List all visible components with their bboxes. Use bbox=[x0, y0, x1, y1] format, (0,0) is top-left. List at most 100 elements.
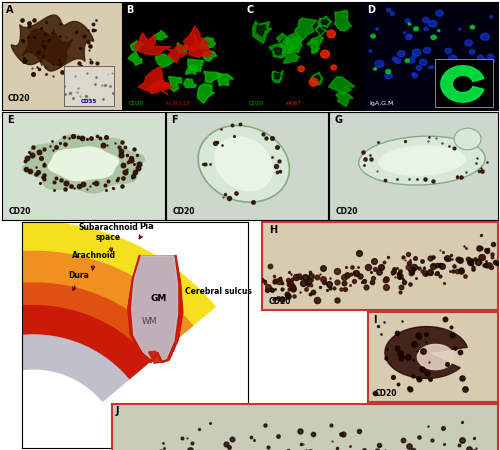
Polygon shape bbox=[295, 18, 316, 41]
Circle shape bbox=[424, 48, 430, 54]
Circle shape bbox=[418, 344, 454, 369]
Text: CD20: CD20 bbox=[374, 389, 397, 398]
Circle shape bbox=[375, 60, 384, 68]
Polygon shape bbox=[48, 147, 118, 180]
Polygon shape bbox=[149, 79, 172, 94]
Circle shape bbox=[414, 27, 418, 31]
Text: IgA,G,M: IgA,G,M bbox=[370, 101, 394, 106]
Text: A: A bbox=[6, 5, 13, 15]
Ellipse shape bbox=[358, 136, 485, 185]
Circle shape bbox=[478, 55, 484, 60]
Circle shape bbox=[408, 34, 412, 37]
Ellipse shape bbox=[198, 126, 290, 202]
Circle shape bbox=[447, 61, 448, 62]
Circle shape bbox=[416, 66, 422, 70]
Circle shape bbox=[430, 66, 434, 68]
Polygon shape bbox=[334, 10, 351, 31]
Text: Arachnoid: Arachnoid bbox=[72, 251, 117, 270]
Polygon shape bbox=[272, 71, 283, 83]
Circle shape bbox=[408, 23, 411, 25]
Text: Pia: Pia bbox=[139, 222, 154, 238]
Polygon shape bbox=[385, 327, 468, 378]
Circle shape bbox=[394, 58, 401, 63]
Polygon shape bbox=[138, 66, 170, 94]
Polygon shape bbox=[134, 33, 172, 55]
Text: E: E bbox=[7, 115, 14, 125]
Text: I: I bbox=[373, 315, 376, 325]
Circle shape bbox=[480, 33, 490, 40]
Circle shape bbox=[440, 65, 446, 71]
Text: CD20: CD20 bbox=[269, 297, 291, 306]
Polygon shape bbox=[286, 36, 301, 48]
Circle shape bbox=[420, 59, 427, 66]
Circle shape bbox=[482, 73, 488, 78]
Circle shape bbox=[412, 49, 421, 56]
Polygon shape bbox=[307, 40, 318, 53]
Polygon shape bbox=[22, 135, 144, 193]
Polygon shape bbox=[336, 92, 353, 107]
Polygon shape bbox=[186, 64, 197, 75]
Circle shape bbox=[488, 54, 494, 59]
Text: Dura: Dura bbox=[68, 271, 89, 290]
Circle shape bbox=[385, 73, 392, 79]
Circle shape bbox=[431, 35, 436, 40]
Text: D: D bbox=[367, 5, 375, 15]
Text: CD35: CD35 bbox=[81, 99, 97, 104]
Circle shape bbox=[376, 28, 379, 30]
Polygon shape bbox=[282, 49, 300, 63]
Text: Subarachnoid
space: Subarachnoid space bbox=[78, 223, 138, 252]
Circle shape bbox=[403, 32, 406, 34]
Polygon shape bbox=[168, 76, 182, 92]
Ellipse shape bbox=[454, 128, 481, 150]
Polygon shape bbox=[12, 15, 94, 71]
Text: G: G bbox=[334, 115, 342, 125]
Circle shape bbox=[405, 59, 409, 62]
Circle shape bbox=[452, 63, 456, 67]
Circle shape bbox=[405, 19, 410, 23]
Circle shape bbox=[327, 30, 336, 38]
Circle shape bbox=[371, 34, 376, 38]
Ellipse shape bbox=[214, 136, 273, 191]
Polygon shape bbox=[282, 32, 302, 53]
Circle shape bbox=[465, 40, 472, 46]
Circle shape bbox=[424, 27, 428, 31]
Circle shape bbox=[331, 65, 336, 70]
Text: +CXCL13: +CXCL13 bbox=[164, 101, 190, 106]
Text: J: J bbox=[116, 406, 119, 416]
Circle shape bbox=[412, 72, 416, 76]
Polygon shape bbox=[315, 24, 327, 36]
Circle shape bbox=[386, 8, 391, 12]
Polygon shape bbox=[156, 54, 176, 68]
Polygon shape bbox=[132, 256, 178, 360]
Circle shape bbox=[408, 58, 415, 63]
Polygon shape bbox=[273, 48, 281, 54]
Circle shape bbox=[470, 25, 474, 29]
Ellipse shape bbox=[378, 145, 466, 176]
Text: CD20: CD20 bbox=[336, 207, 358, 216]
Polygon shape bbox=[198, 84, 214, 104]
Circle shape bbox=[386, 70, 390, 73]
Polygon shape bbox=[0, 283, 168, 360]
Polygon shape bbox=[322, 19, 328, 25]
Circle shape bbox=[445, 48, 452, 54]
Circle shape bbox=[438, 30, 440, 32]
Polygon shape bbox=[128, 256, 182, 362]
Polygon shape bbox=[184, 79, 196, 88]
Polygon shape bbox=[188, 33, 211, 58]
Circle shape bbox=[412, 54, 416, 58]
Polygon shape bbox=[148, 351, 161, 363]
Circle shape bbox=[490, 16, 493, 18]
Text: WM: WM bbox=[142, 317, 158, 326]
Polygon shape bbox=[176, 43, 190, 53]
Circle shape bbox=[458, 28, 461, 30]
Circle shape bbox=[406, 35, 412, 40]
Polygon shape bbox=[257, 25, 266, 36]
Circle shape bbox=[428, 67, 431, 68]
Text: CD20: CD20 bbox=[8, 94, 30, 104]
Text: CD20: CD20 bbox=[129, 101, 144, 106]
Polygon shape bbox=[0, 222, 215, 326]
Circle shape bbox=[436, 10, 444, 16]
Circle shape bbox=[298, 66, 304, 72]
Polygon shape bbox=[269, 44, 285, 58]
Polygon shape bbox=[253, 21, 272, 43]
